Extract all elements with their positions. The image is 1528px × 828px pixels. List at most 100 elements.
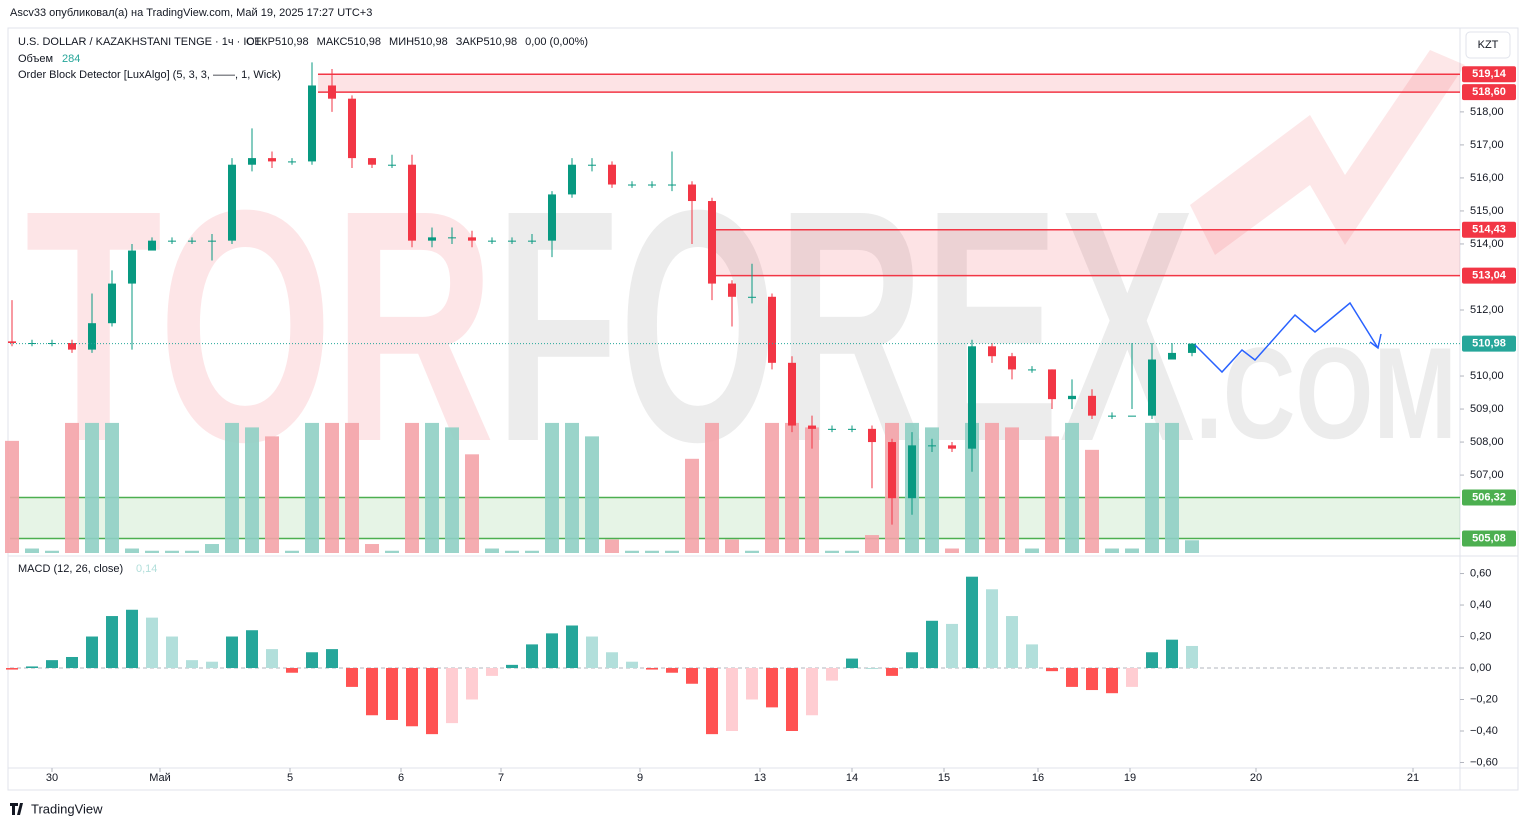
volume-bar (505, 550, 519, 553)
candle-body (1188, 343, 1196, 353)
footer-logo: TradingView (10, 801, 103, 816)
volume-bar (205, 544, 219, 553)
volume-legend-value: 284 (62, 53, 80, 65)
candle-body (448, 237, 456, 239)
candle-body (348, 98, 356, 159)
macd-bar (946, 623, 958, 669)
x-tick-label: 20 (1250, 772, 1262, 784)
header: Ascv33 опубликовал(а) на TradingView.com… (10, 7, 372, 19)
volume-bar (125, 548, 139, 553)
volume-bar (1085, 449, 1099, 553)
macd-bar (1186, 645, 1198, 669)
candle-body (228, 164, 236, 241)
candle-body (368, 158, 376, 165)
candle-body (548, 194, 556, 241)
macd-bar (6, 668, 18, 670)
watermark-text: .COM (1195, 320, 1457, 466)
volume-bar (845, 550, 859, 553)
candle-body (148, 240, 156, 251)
candle-body (608, 164, 616, 185)
macd-bar (386, 668, 398, 720)
macd-bar (186, 660, 198, 669)
candle-body (288, 161, 296, 163)
volume-bar (1185, 540, 1199, 553)
macd-bar (286, 668, 298, 673)
macd-y-tick-label: −0,20 (1470, 693, 1498, 705)
macd-bar (246, 630, 258, 669)
candle-body (808, 425, 816, 429)
currency-button[interactable] (1465, 31, 1511, 59)
macd-bar (26, 666, 38, 669)
macd-bar (166, 636, 178, 669)
candle-body (708, 201, 716, 284)
candle-body (68, 343, 76, 350)
price-label: 505,08 (1472, 532, 1506, 544)
candle-body (488, 240, 496, 242)
ohlc-legend-item: ЗАКР510,98 (456, 36, 517, 48)
macd-bar (666, 668, 678, 673)
macd-bar (1046, 668, 1058, 672)
candle-body (188, 240, 196, 242)
x-tick-label: Май (149, 772, 171, 784)
volume-bar (245, 427, 259, 553)
volume-bar (425, 422, 439, 553)
volume-bar (725, 539, 739, 553)
volume-bar (485, 548, 499, 553)
watermark-arrow (1190, 50, 1465, 255)
volume-bar (65, 422, 79, 553)
x-tick-label: 9 (637, 772, 643, 784)
candle-body (468, 237, 476, 241)
y-tick-label: 510,00 (1470, 370, 1504, 382)
candle-body (968, 346, 976, 449)
volume-bar (825, 550, 839, 553)
candle-body (908, 445, 916, 499)
candle-body (1068, 395, 1076, 400)
macd-bar (566, 625, 578, 669)
macd-y-tick-label: −0,40 (1470, 725, 1498, 737)
macd-y-tick-label: −0,60 (1470, 756, 1498, 768)
volume-bar (5, 440, 19, 553)
forecast-arrowhead (1369, 333, 1382, 350)
order-block (318, 74, 1460, 93)
candle-body (388, 164, 396, 166)
ohlc-legend-item: МАКС510,98 (317, 36, 381, 48)
volume-bar (525, 550, 539, 553)
macd-bar (446, 668, 458, 724)
candle-body (248, 158, 256, 165)
macd-bar (526, 644, 538, 669)
volume-bar (865, 535, 879, 553)
volume-bar (105, 422, 119, 553)
macd-bar (366, 668, 378, 716)
volume-bar (625, 550, 639, 553)
volume-bar (1025, 548, 1039, 553)
ohlc-legend-item: МИН510,98 (389, 36, 448, 48)
macd-bar (46, 660, 58, 669)
price-label: 518,60 (1472, 86, 1506, 98)
volume-bar (785, 422, 799, 553)
macd-bar (726, 668, 738, 731)
volume-bar (1045, 436, 1059, 553)
ohlc-legend-item: 0,00 (0,00%) (525, 36, 588, 48)
volume-bar (365, 544, 379, 553)
macd-bar (626, 661, 638, 669)
volume-bar (545, 422, 559, 553)
y-tick-label: 509,00 (1470, 403, 1504, 415)
candle-body (728, 283, 736, 297)
candle-body (308, 85, 316, 162)
candle-body (888, 442, 896, 499)
footer-text: TradingView (31, 801, 103, 816)
macd-bar (1086, 668, 1098, 691)
price-label-box (1462, 267, 1516, 284)
macd-bar (926, 620, 938, 669)
candle-body (268, 158, 276, 162)
macd-legend-value: 0,14 (136, 563, 157, 575)
currency-button-label[interactable]: KZT (1478, 39, 1499, 51)
volume-bar (1065, 422, 1079, 553)
price-label-box (1462, 84, 1516, 101)
candle-body (508, 240, 516, 242)
candle-body (528, 240, 536, 242)
ohlc-legend-item: ОТКР510,98 (246, 36, 309, 48)
volume-bar (185, 550, 199, 553)
macd-y-tick-label: 0,40 (1470, 599, 1491, 611)
